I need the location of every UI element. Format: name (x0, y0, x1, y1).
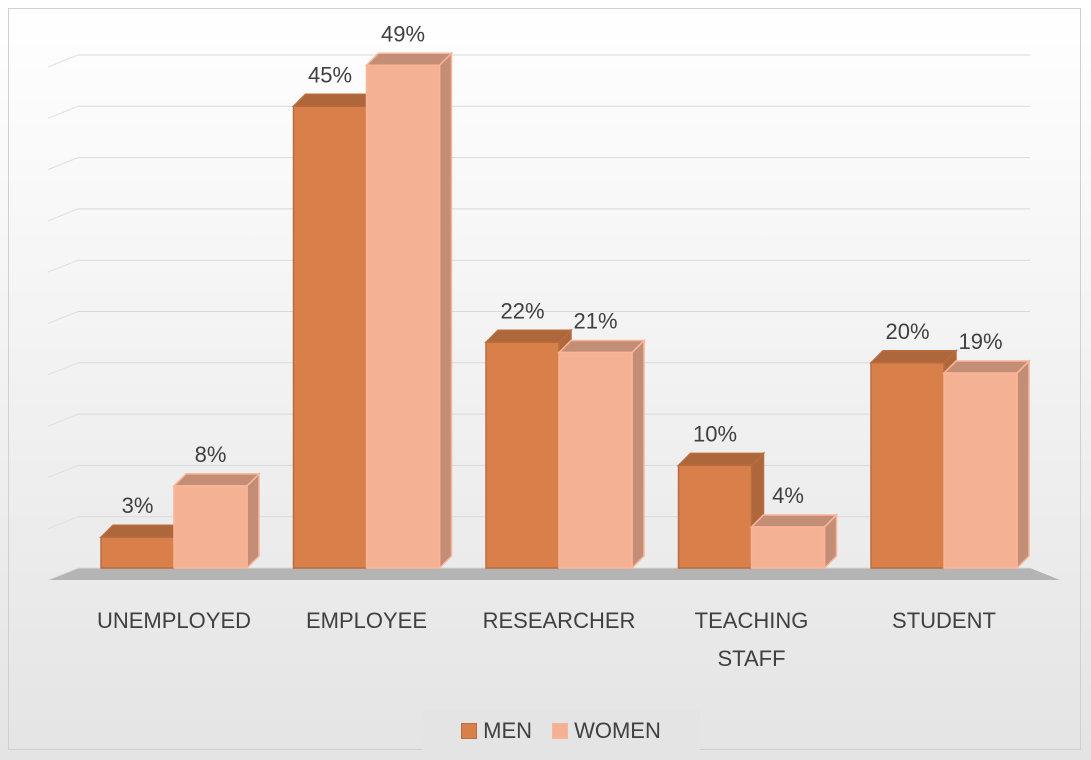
bar-top (557, 339, 646, 354)
bar-top (484, 329, 573, 344)
bar-side (631, 338, 645, 570)
bar (558, 351, 633, 569)
x-tick-label: RESEARCHER (482, 608, 636, 633)
value-label: 8% (195, 442, 227, 467)
legend-label: WOMEN (574, 718, 661, 743)
bar-top (749, 514, 839, 528)
grid-line-side (47, 54, 79, 68)
grid-line-side (47, 208, 79, 222)
value-label: 3% (122, 493, 154, 518)
legend-swatch (552, 723, 569, 739)
bar (485, 341, 560, 569)
x-tick-label: TEACHING STAFF (694, 608, 809, 671)
value-label: 49% (381, 21, 425, 46)
bar-top (172, 473, 261, 487)
bar-top (869, 350, 958, 364)
bar (943, 372, 1018, 569)
grid-line-side (47, 516, 79, 530)
grid-line-side (47, 413, 79, 427)
bar-side (1016, 359, 1030, 570)
legend: MEN WOMEN (422, 710, 700, 752)
bar (365, 64, 441, 569)
grid-line-side (47, 362, 79, 376)
bar (750, 526, 826, 569)
value-label: 19% (958, 329, 1002, 354)
value-label: 22% (500, 298, 544, 323)
bar-side (246, 472, 260, 570)
value-label: 21% (573, 309, 617, 334)
value-label: 4% (772, 483, 804, 508)
x-tick-label: STUDENT (892, 608, 996, 633)
legend-item: MEN (461, 718, 532, 744)
x-tick-label: UNEMPLOYED (96, 608, 252, 633)
value-label: 20% (885, 319, 929, 344)
bar (173, 485, 248, 569)
grid-line-side (47, 311, 79, 324)
bar-top (942, 360, 1031, 374)
bar-side (438, 51, 453, 570)
value-label: 45% (308, 62, 352, 87)
grid-line-side (47, 464, 79, 478)
bar (292, 105, 368, 569)
legend-label: MEN (483, 718, 533, 743)
bar-top (364, 52, 454, 67)
x-tick-label: EMPLOYEE (305, 608, 428, 633)
legend-swatch (461, 723, 478, 739)
bar (870, 362, 945, 569)
floor (48, 568, 1060, 580)
grid-line-side (47, 567, 79, 581)
grid-line-side (47, 105, 79, 119)
value-label: 10% (693, 421, 737, 446)
grid-line-side (47, 157, 79, 171)
legend-item: WOMEN (552, 718, 661, 744)
bar-top (676, 452, 766, 467)
bar (677, 464, 753, 569)
bar (100, 536, 175, 569)
grid-line-side (47, 259, 79, 273)
